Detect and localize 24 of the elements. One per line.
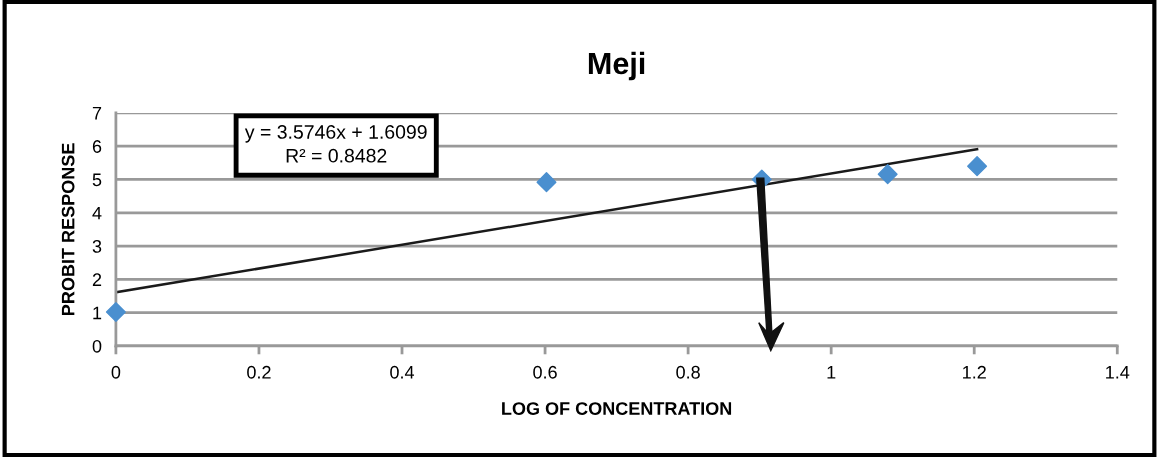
- x-axis-title: LOG OF CONCENTRATION: [502, 402, 732, 415]
- chart-title: Meji: [588, 51, 645, 81]
- point: [967, 156, 988, 177]
- x-tick-label: 1.4: [1106, 366, 1130, 379]
- x-tick-label: 1.2: [963, 365, 986, 379]
- x-tick-label: 0.2: [247, 365, 271, 379]
- annotation: y = 3.5746x + 1.6099 R² = 0.8482: [244, 125, 427, 163]
- x-tick-label: 0: [111, 365, 121, 379]
- y-tick-label: 0: [92, 339, 102, 353]
- x-tick-label: 0.4: [390, 365, 415, 379]
- point: [105, 301, 126, 322]
- point: [877, 164, 898, 185]
- y-tick-label: 2: [92, 273, 102, 286]
- y-tick-label: 4: [92, 206, 102, 220]
- y-tick-label: 3: [92, 240, 102, 253]
- x-tick-label: 1: [827, 366, 836, 379]
- x-tick-label: 0.6: [533, 365, 557, 379]
- y-tick-label: 5: [92, 173, 102, 187]
- y-tick-label: 7: [92, 107, 102, 120]
- y-tick-label: 1: [93, 306, 102, 320]
- y-tick-label: 6: [92, 140, 102, 153]
- y-axis-title: PROBIT RESPONSE: [61, 143, 75, 315]
- x-tick-label: 0.8: [676, 365, 700, 379]
- point: [536, 172, 557, 193]
